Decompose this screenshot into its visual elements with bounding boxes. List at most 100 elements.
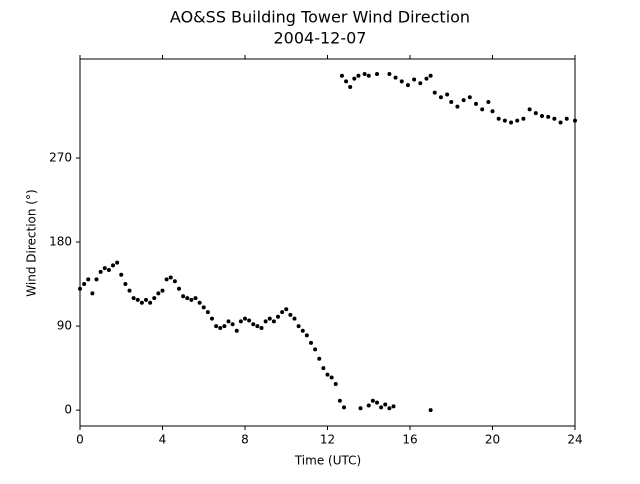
- data-point: [502, 118, 507, 123]
- data-point: [201, 305, 206, 310]
- data-point: [276, 314, 280, 319]
- x-tick-label: 12: [320, 433, 335, 447]
- data-point: [82, 282, 87, 287]
- data-point: [438, 95, 443, 100]
- data-point: [527, 107, 532, 112]
- data-point: [339, 73, 344, 78]
- data-point: [496, 116, 501, 121]
- data-point: [214, 324, 219, 329]
- data-point: [152, 296, 157, 301]
- data-point: [197, 300, 202, 305]
- data-point: [366, 403, 371, 408]
- data-point: [313, 347, 318, 352]
- data-point: [234, 328, 239, 333]
- data-point: [292, 316, 297, 321]
- data-point: [564, 116, 569, 121]
- data-point: [111, 263, 115, 268]
- data-point: [288, 312, 293, 317]
- data-point: [296, 324, 301, 329]
- data-point: [391, 404, 396, 409]
- data-point: [210, 316, 214, 321]
- data-point: [135, 297, 140, 302]
- y-tick-label: 0: [64, 403, 72, 417]
- data-point: [259, 325, 264, 330]
- data-point: [280, 310, 285, 315]
- data-point: [325, 372, 330, 377]
- data-point: [267, 316, 272, 321]
- data-point: [309, 340, 313, 345]
- data-point: [348, 85, 353, 90]
- data-point: [521, 116, 526, 121]
- data-point: [370, 398, 375, 403]
- data-point: [558, 120, 563, 125]
- x-tick-label: 20: [485, 433, 500, 447]
- data-point: [177, 286, 181, 291]
- y-axis-label: Wind Direction (°): [25, 189, 39, 296]
- data-point: [98, 269, 103, 274]
- data-point: [375, 71, 379, 76]
- data-point: [185, 296, 190, 301]
- x-axis-label: Time (UTC): [294, 454, 361, 468]
- data-point: [300, 328, 305, 333]
- data-point: [337, 398, 342, 403]
- data-point: [352, 76, 357, 81]
- data-point: [379, 405, 384, 410]
- data-point: [251, 322, 256, 327]
- data-point: [247, 318, 252, 323]
- data-point: [238, 319, 243, 324]
- data-point: [387, 406, 392, 411]
- data-point: [222, 324, 227, 329]
- chart-subtitle: 2004-12-07: [274, 29, 367, 48]
- data-point: [455, 104, 460, 109]
- data-point: [393, 75, 398, 80]
- x-tick-label: 0: [76, 433, 84, 447]
- data-point: [78, 286, 82, 291]
- x-tick-label: 4: [159, 433, 167, 447]
- data-point: [342, 405, 346, 410]
- data-point: [243, 316, 247, 321]
- data-point: [356, 73, 361, 78]
- data-point: [106, 268, 111, 273]
- data-point: [533, 111, 538, 116]
- data-point: [424, 76, 429, 81]
- data-point: [284, 307, 289, 312]
- data-point: [399, 79, 404, 84]
- data-point: [164, 277, 169, 282]
- data-point: [333, 381, 338, 386]
- data-point: [432, 90, 437, 95]
- data-point: [445, 92, 450, 97]
- data-point: [172, 279, 177, 284]
- data-point: [344, 79, 349, 84]
- data-point: [205, 310, 210, 315]
- data-point: [131, 296, 136, 301]
- data-point: [271, 319, 276, 324]
- data-point: [321, 366, 326, 371]
- data-point: [230, 322, 235, 327]
- y-tick-label: 180: [49, 235, 72, 249]
- data-point: [405, 83, 410, 88]
- data-point: [139, 300, 144, 305]
- data-point: [102, 266, 107, 271]
- data-point: [461, 98, 466, 103]
- data-point: [573, 118, 577, 123]
- data-point: [412, 77, 417, 82]
- data-point: [226, 319, 231, 324]
- data-point: [540, 113, 544, 118]
- data-point: [449, 99, 454, 104]
- data-point: [255, 324, 260, 329]
- data-point: [486, 99, 491, 104]
- data-point: [474, 101, 478, 106]
- x-tick-label: 16: [402, 433, 417, 447]
- chart-title: AO&SS Building Tower Wind Direction: [170, 8, 470, 27]
- data-point: [193, 296, 198, 301]
- data-point: [115, 260, 120, 265]
- data-point: [515, 118, 520, 123]
- data-point: [168, 275, 173, 280]
- data-point: [156, 291, 161, 296]
- data-point: [375, 400, 379, 405]
- data-point: [317, 356, 322, 361]
- data-point: [189, 297, 194, 302]
- data-point: [418, 81, 423, 86]
- data-point: [509, 120, 514, 125]
